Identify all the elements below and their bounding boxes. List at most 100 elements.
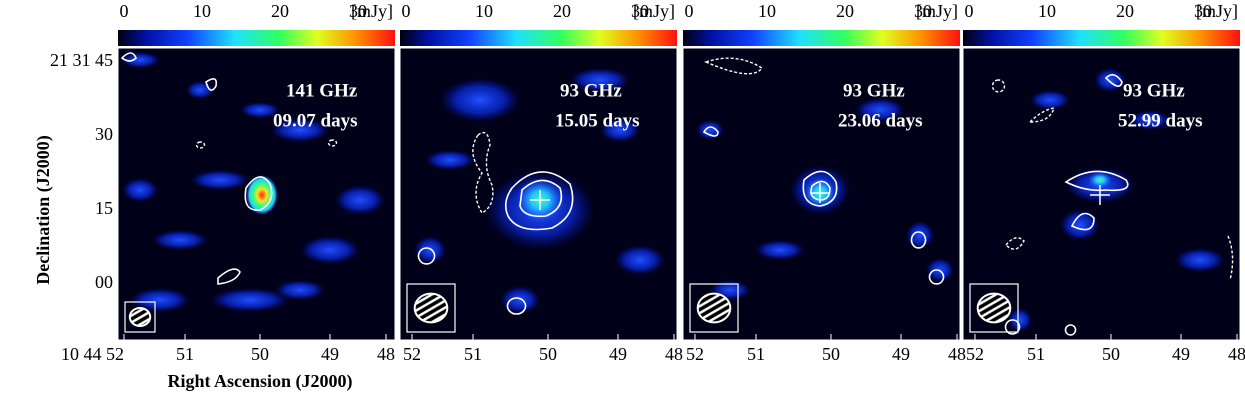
x-tick-label: 49 [1172,344,1190,364]
source [1088,172,1112,188]
colorbar-tick-label: 0 [402,1,411,21]
negative-contour [1227,235,1234,281]
x-tick-label: 48 [665,344,683,364]
contour [910,231,927,249]
emission [500,286,540,314]
x-tick-label: 51 [464,344,482,364]
x-tick-label: 52 [403,344,421,364]
negative-contour [704,57,764,75]
contour [810,180,831,201]
y-axis-label: Declination (J2000) [33,135,54,284]
beam-box [689,283,739,333]
panel-frame [682,47,961,341]
negative-contour [472,131,494,214]
emission [210,288,290,312]
contour [506,297,527,315]
colorbar-tick-label: 30 [349,1,367,21]
frequency-label: 93 GHz [843,80,905,101]
x-tick-label: 48 [1228,344,1245,364]
x-tick-label: 48 [377,344,395,364]
emission [152,230,208,250]
contour [1064,324,1077,336]
epoch-label: 52.99 days [1118,110,1202,131]
y-tick-label: 00 [95,272,113,292]
x-tick-label: 52 [686,344,704,364]
x-tick-label: 51 [747,344,765,364]
negative-contour [195,141,206,149]
position-marker [530,190,550,210]
beam [696,292,732,324]
x-tick-label: 49 [892,344,910,364]
emission [130,288,190,312]
x-tick-label: 50 [1102,344,1120,364]
contour [1064,170,1129,192]
emission [1130,110,1170,130]
beam-box [969,283,1019,333]
colorbar-tick-label: 20 [271,1,289,21]
beam-box [406,283,456,333]
emission [240,102,280,118]
y-tick-label: 30 [95,124,113,144]
epoch-label: 15.05 days [555,110,639,131]
emission [425,150,475,170]
emission [190,170,250,190]
x-tick-label: 49 [609,344,627,364]
emission [696,120,724,140]
colorbar [118,30,395,46]
colorbar-tick-label: 20 [553,1,571,21]
colorbar-tick-label: 0 [965,1,974,21]
contour [504,171,574,231]
emission [440,78,520,122]
emission [600,118,640,142]
x-axis-label: Right Ascension (J2000) [167,371,352,392]
colorbar-tick-label: 10 [1038,1,1056,21]
colorbar-tick-label: 30 [1194,1,1212,21]
emission [122,178,158,202]
contour [120,52,137,62]
colorbar-tick-label: 10 [475,1,493,21]
x-tick-label: 49 [321,344,339,364]
x-tick-label: 48 [948,344,966,364]
y-tick-label: 21 31 45 [50,50,113,70]
colorbar-unit: [mJy] [633,1,675,21]
y-tick-label: 15 [95,198,113,218]
beam [976,292,1012,324]
emission [335,185,385,215]
beam [413,292,449,324]
x-tick-label: 51 [1027,344,1045,364]
emission [755,240,805,260]
emission [855,98,905,122]
negative-contour [1005,237,1025,250]
emission [1175,248,1225,272]
contour [1070,212,1095,231]
emission [270,118,330,142]
emission [1008,308,1032,332]
emission [414,236,446,264]
x-tick-label: 50 [539,344,557,364]
colorbar [400,30,677,46]
contour [217,268,241,285]
emission [1030,90,1070,110]
x-tick-label: 51 [176,344,194,364]
negative-contour [327,139,338,147]
contour [1104,74,1123,87]
colorbar-tick-label: 20 [1116,1,1134,21]
emission [275,280,325,300]
emission [1060,209,1100,241]
epoch-label: 23.06 days [838,110,922,131]
colorbar [683,30,960,46]
emission [615,245,665,275]
x-tick-label: 10 44 52 [61,344,124,364]
epoch-label: 09.07 days [273,110,357,131]
emission [906,221,934,249]
colorbar-tick-label: 10 [193,1,211,21]
contour [244,176,273,211]
emission [120,52,160,68]
colorbar [963,30,1240,46]
beam [128,307,152,327]
panel-frame [117,47,396,341]
contour [1004,319,1021,335]
colorbar-tick-label: 0 [120,1,129,21]
frequency-label: 93 GHz [560,80,622,101]
colorbar-unit: [mJy] [1196,1,1238,21]
